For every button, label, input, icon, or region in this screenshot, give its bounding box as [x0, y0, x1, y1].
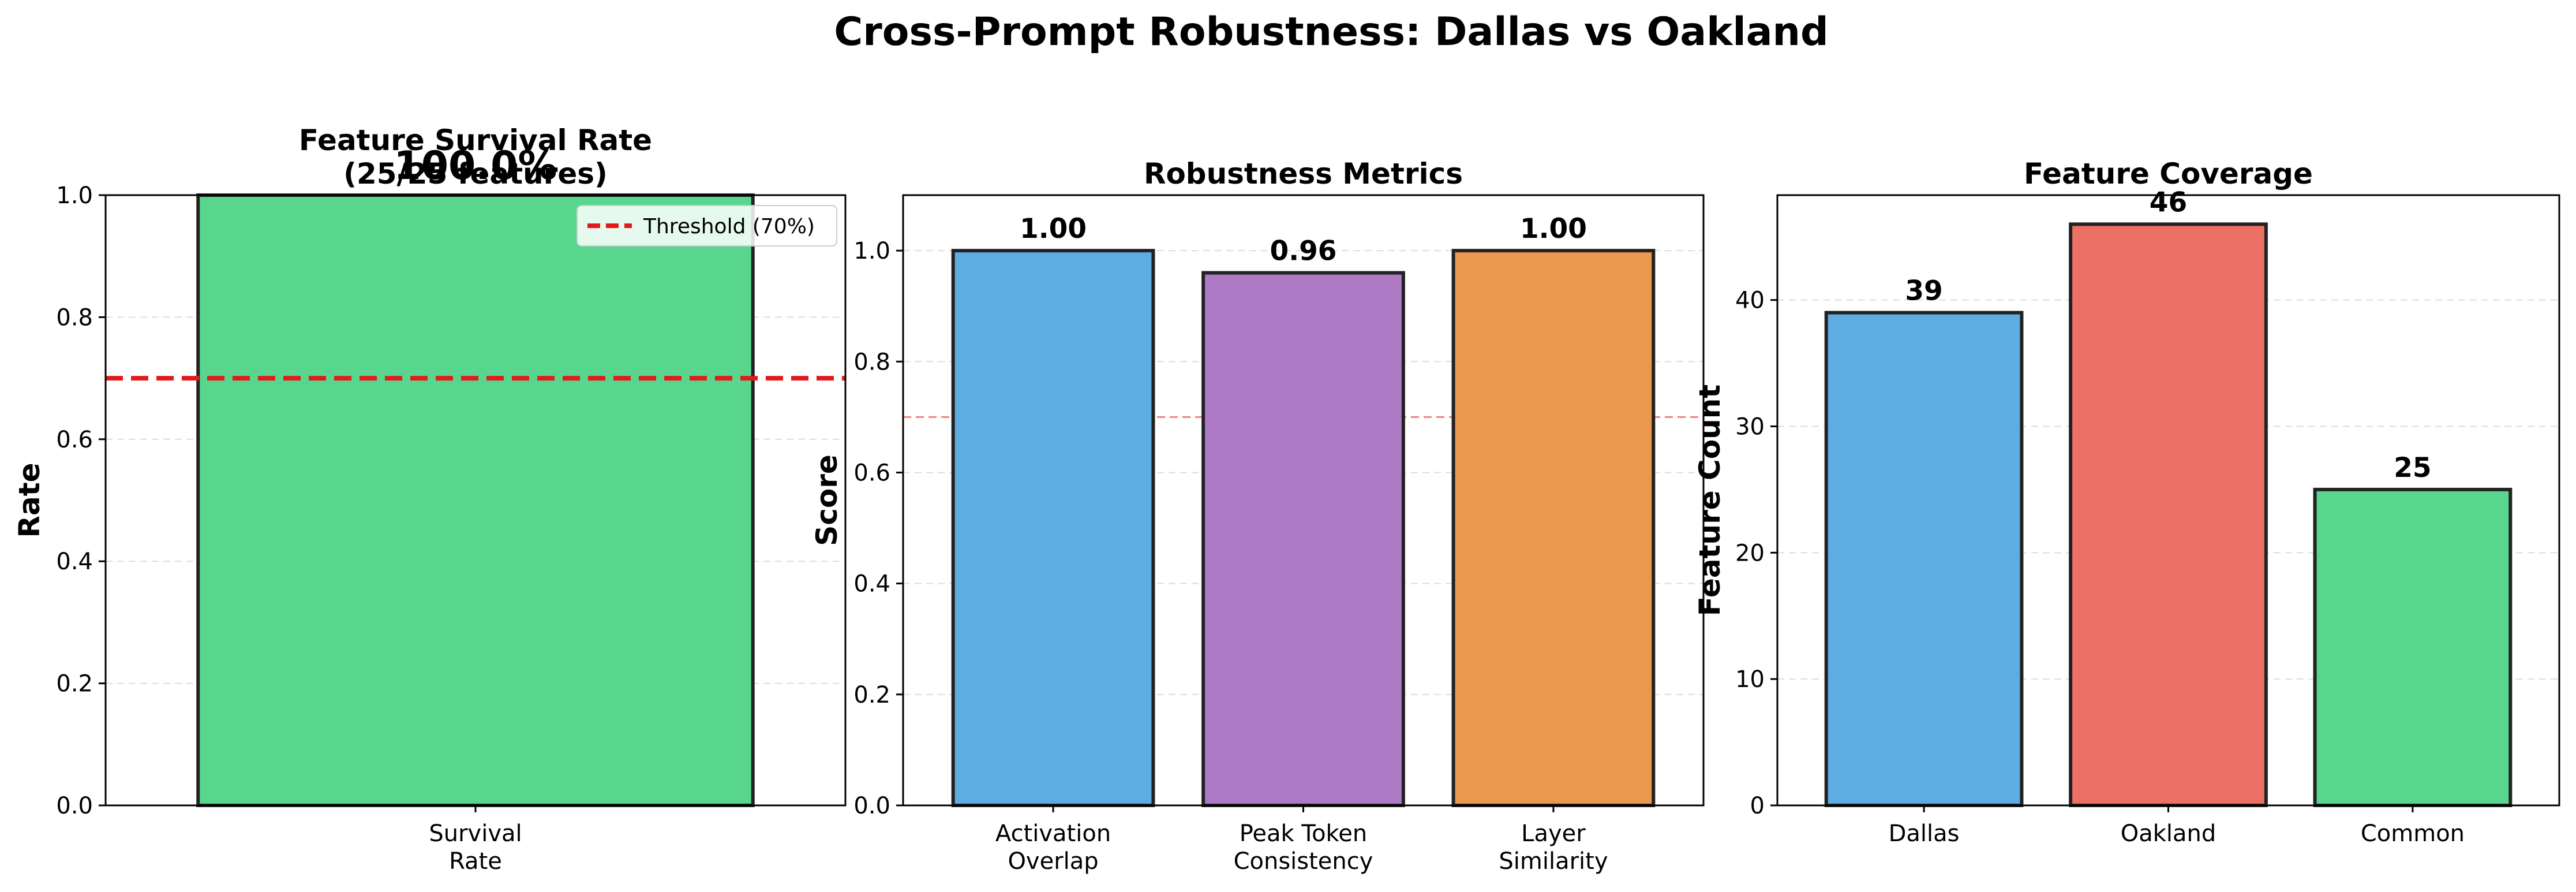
data-label: 39 [1905, 275, 1942, 307]
bar [2069, 222, 2268, 808]
y-tick-label: 0.4 [56, 548, 93, 575]
x-tick-label: Dallas [1889, 820, 1960, 847]
y-tick-label: 0.4 [853, 571, 890, 598]
y-tick-label: 0.2 [853, 682, 890, 708]
data-label: 0.96 [1270, 236, 1337, 267]
data-label: 25 [2394, 452, 2431, 484]
robustness-metrics-chart: 0.0 0.2 0.4 0.6 0.8 1.0 Activation Overlap Peak … [810, 157, 1705, 875]
x-tick-label: Common [2361, 820, 2465, 847]
y-tick-label: 1.0 [56, 182, 93, 209]
y-tick-label: 1.0 [853, 238, 890, 264]
x-tick-label: Oakland [2121, 820, 2216, 847]
x-tick-label: Peak Token Consistency [1234, 820, 1373, 875]
y-tick-label: 0.0 [853, 793, 890, 819]
survival-rate-chart: 0.0 0.2 0.4 0.6 0.8 1.0 Survival Rate Rate Featur… [13, 124, 847, 875]
y-tick-label: 0.2 [56, 671, 93, 697]
y-tick-label: 0.8 [853, 349, 890, 375]
y-tick-label: 30 [1735, 413, 1765, 440]
y-tick-label: 0.8 [56, 304, 93, 331]
y-tick-label: 0.6 [853, 460, 890, 486]
x-tick-label: Activation Overlap [995, 820, 1111, 875]
chart-title: Robustness Metrics [1144, 157, 1463, 191]
data-label: 1.00 [1020, 213, 1087, 245]
y-axis-label: Feature Count [1693, 385, 1727, 616]
legend-box [576, 205, 837, 247]
bar [1451, 249, 1656, 808]
data-label: 1.00 [1520, 213, 1587, 245]
chart-title: Feature Survival Rate (25/25 features) [299, 124, 652, 191]
data-label: 46 [2150, 186, 2187, 218]
y-axis-label: Rate [13, 462, 46, 538]
y-tick-label: 40 [1735, 288, 1765, 314]
bar [951, 249, 1155, 808]
figure-title: Cross-Prompt Robustness: Dallas vs Oakla… [834, 9, 1828, 55]
bar [1201, 271, 1405, 807]
y-axis-label: Score [810, 454, 844, 546]
feature-coverage-chart: 0 10 20 30 40 Dallas Oakland Common Feature Coun… [1693, 157, 2560, 847]
y-tick-label: 0.6 [56, 427, 93, 453]
y-tick-label: 10 [1735, 666, 1765, 693]
x-tick-label: Survival Rate [429, 820, 522, 875]
percentage-annotation: 100.0% [394, 143, 557, 189]
y-tick-label: 0.0 [56, 793, 93, 819]
y-tick-label: 0 [1750, 793, 1765, 819]
chart-title: Feature Coverage [2024, 157, 2313, 191]
legend-label: Threshold (70%) [643, 215, 815, 238]
x-tick-label: Layer Similarity [1499, 820, 1608, 875]
bar [2313, 487, 2513, 807]
y-tick-label: 20 [1735, 540, 1765, 566]
bar [1824, 311, 2024, 807]
bar [196, 193, 755, 807]
